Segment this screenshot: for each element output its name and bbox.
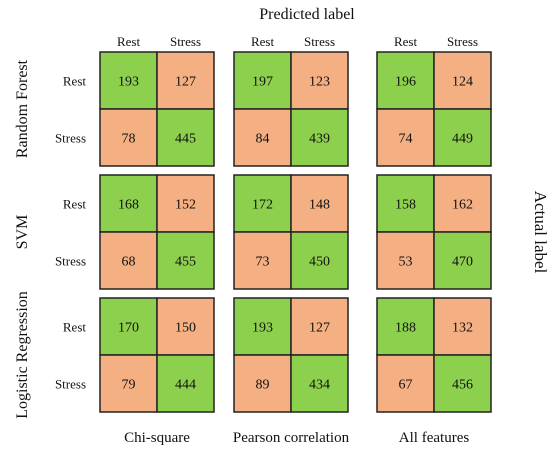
cell-value-label: 68 bbox=[122, 255, 136, 270]
cell-value-label: 170 bbox=[118, 321, 139, 336]
cell-value-label: 193 bbox=[118, 75, 139, 90]
cell-value-label: 123 bbox=[309, 75, 330, 90]
cell-value-label: 439 bbox=[309, 132, 330, 147]
correct-prediction-cell bbox=[433, 231, 492, 290]
actual-class-label: Stress bbox=[55, 131, 86, 146]
actual-class-label: Stress bbox=[55, 377, 86, 392]
correct-prediction-cell bbox=[156, 354, 215, 413]
correct-prediction-cell bbox=[290, 108, 349, 167]
correct-prediction-cell bbox=[433, 108, 492, 167]
misclassification-cell bbox=[233, 108, 292, 167]
misclassification-cell bbox=[290, 174, 349, 233]
misclassification-cell bbox=[433, 51, 492, 110]
cell-value-label: 449 bbox=[452, 132, 473, 147]
cell-value-label: 445 bbox=[175, 132, 196, 147]
correct-prediction-cell bbox=[290, 231, 349, 290]
cell-value-label: 148 bbox=[309, 198, 330, 213]
misclassification-cell bbox=[156, 51, 215, 110]
classifier-label: SVM bbox=[14, 215, 31, 250]
actual-class-label: Rest bbox=[63, 197, 87, 212]
cell-value-label: 73 bbox=[256, 255, 270, 270]
misclassification-cell bbox=[99, 354, 158, 413]
cell-value-label: 124 bbox=[452, 75, 473, 90]
cell-value-label: 67 bbox=[399, 378, 413, 393]
cell-value-label: 150 bbox=[175, 321, 196, 336]
y-axis-label: Actual label bbox=[531, 191, 550, 274]
confusion-matrices: Rest Stress Chi-square Rest Stress Pearson co… bbox=[14, 34, 492, 446]
classifier-label: Logistic Regression bbox=[14, 291, 31, 419]
cell-value-label: 172 bbox=[252, 198, 273, 213]
feature-set-label: All features bbox=[399, 430, 470, 446]
predicted-class-label: Rest bbox=[251, 34, 275, 49]
predicted-class-label: Stress bbox=[170, 34, 201, 49]
misclassification-cell bbox=[290, 297, 349, 356]
misclassification-cell bbox=[233, 231, 292, 290]
correct-prediction-cell bbox=[156, 231, 215, 290]
actual-class-label: Rest bbox=[63, 74, 87, 89]
correct-prediction-cell bbox=[290, 354, 349, 413]
predicted-class-label: Stress bbox=[447, 34, 478, 49]
cell-value-label: 132 bbox=[452, 321, 473, 336]
correct-prediction-cell bbox=[376, 174, 435, 233]
correct-prediction-cell bbox=[99, 51, 158, 110]
cell-value-label: 197 bbox=[252, 75, 273, 90]
predicted-class-label: Rest bbox=[394, 34, 418, 49]
correct-prediction-cell bbox=[156, 108, 215, 167]
cell-value-label: 127 bbox=[309, 321, 330, 336]
cell-value-label: 78 bbox=[122, 132, 136, 147]
misclassification-cell bbox=[376, 231, 435, 290]
cell-value-label: 196 bbox=[395, 75, 416, 90]
cell-value-label: 193 bbox=[252, 321, 273, 336]
cell-value-label: 162 bbox=[452, 198, 473, 213]
cell-value-label: 74 bbox=[399, 132, 413, 147]
cell-value-label: 434 bbox=[309, 378, 330, 393]
cell-value-label: 168 bbox=[118, 198, 139, 213]
cell-value-label: 89 bbox=[256, 378, 270, 393]
cell-value-label: 450 bbox=[309, 255, 330, 270]
correct-prediction-cell bbox=[433, 354, 492, 413]
predicted-class-label: Rest bbox=[117, 34, 141, 49]
misclassification-cell bbox=[290, 51, 349, 110]
cell-value-label: 152 bbox=[175, 198, 196, 213]
misclassification-cell bbox=[99, 108, 158, 167]
cell-value-label: 188 bbox=[395, 321, 416, 336]
misclassification-cell bbox=[233, 354, 292, 413]
misclassification-cell bbox=[156, 174, 215, 233]
correct-prediction-cell bbox=[233, 174, 292, 233]
correct-prediction-cell bbox=[233, 297, 292, 356]
cell-value-label: 456 bbox=[452, 378, 473, 393]
cell-value-label: 158 bbox=[395, 198, 416, 213]
misclassification-cell bbox=[376, 354, 435, 413]
cell-value-label: 455 bbox=[175, 255, 196, 270]
classifier-label: Random Forest bbox=[14, 59, 31, 158]
cell-value-label: 79 bbox=[122, 378, 136, 393]
feature-set-label: Chi-square bbox=[124, 430, 190, 446]
cell-value-label: 470 bbox=[452, 255, 473, 270]
x-axis-label: Predicted label bbox=[259, 6, 355, 23]
cell-value-label: 127 bbox=[175, 75, 196, 90]
cell-value-label: 444 bbox=[175, 378, 196, 393]
cell-value-label: 53 bbox=[399, 255, 413, 270]
cell-value-label: 84 bbox=[256, 132, 270, 147]
actual-class-label: Rest bbox=[63, 320, 87, 335]
predicted-class-label: Stress bbox=[304, 34, 335, 49]
feature-set-label: Pearson correlation bbox=[233, 430, 350, 446]
misclassification-cell bbox=[433, 174, 492, 233]
misclassification-cell bbox=[156, 297, 215, 356]
actual-class-label: Stress bbox=[55, 254, 86, 269]
